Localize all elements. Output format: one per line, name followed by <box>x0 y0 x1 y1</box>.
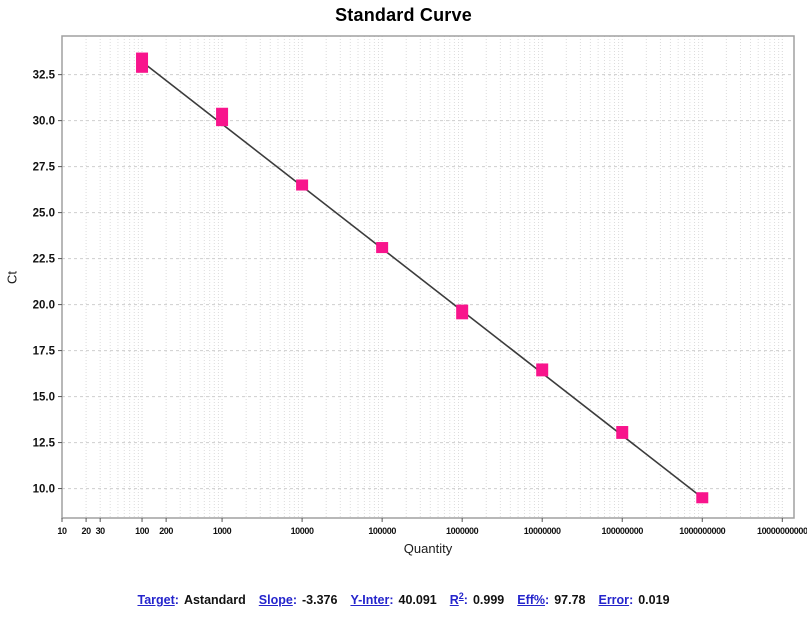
x-tick-label: 1000000 <box>446 526 479 536</box>
x-tick-label: 100 <box>135 526 149 536</box>
x-tick-label: 1000 <box>213 526 232 536</box>
data-point-marker <box>216 107 229 127</box>
y-tick-label: 17.5 <box>33 346 56 358</box>
data-point-marker <box>296 179 309 191</box>
plot-border <box>61 35 795 519</box>
stat-target: Target: Astandard <box>137 593 246 608</box>
y-tick-label: 12.5 <box>33 438 56 450</box>
x-tick-label: 10000000 <box>524 526 561 536</box>
data-point-marker <box>536 363 549 377</box>
data-point-marker <box>456 304 469 320</box>
stat-slope: Slope: -3.376 <box>258 593 338 608</box>
data-point-marker <box>376 242 389 254</box>
stat-y-inter: Y-Inter: 40.091 <box>350 593 437 608</box>
y-axis-label: Ct <box>4 271 20 284</box>
y-tick-label: 22.5 <box>33 254 56 266</box>
y-tick-label: 15.0 <box>33 392 55 404</box>
y-tick-label: 32.5 <box>33 70 56 82</box>
x-tick-label: 100000 <box>368 526 396 536</box>
data-point-marker <box>136 52 149 73</box>
x-tick-label: 10 <box>57 526 67 536</box>
x-tick-label: 20 <box>81 526 91 536</box>
y-tick-label: 10.0 <box>33 484 55 496</box>
y-tick-label: 27.5 <box>33 162 56 174</box>
x-tick-label: 1000000000 <box>679 526 725 536</box>
y-tick-label: 20.0 <box>33 300 55 312</box>
data-point-marker <box>696 492 709 504</box>
x-axis-label: Quantity <box>403 541 453 556</box>
chart-title: Standard Curve <box>335 5 472 25</box>
y-tick-label: 30.0 <box>33 116 55 128</box>
stat-r-squared: R2: 0.999 <box>449 591 505 608</box>
regression-line <box>141 61 703 499</box>
data-point-marker <box>616 426 629 439</box>
standard-curve-plot: 10.0 12.5 15.0 17.5 20.0 22.5 25.0 27.5 30.0 32.5… <box>33 35 807 536</box>
x-tick-label: 10000 <box>291 526 314 536</box>
stat-eff: Eff%: 97.78 <box>517 593 586 608</box>
y-tick-label: 25.0 <box>33 208 55 220</box>
stat-error: Error: 0.019 <box>598 593 670 608</box>
stats-bar: Target: Astandard Slope: -3.376 Y-Inter: 40… <box>0 591 807 607</box>
x-tick-label: 30 <box>96 526 106 536</box>
x-tick-label: 200 <box>159 526 173 536</box>
x-tick-label: 100000000 <box>602 526 644 536</box>
x-tick-label: 10000000000 <box>757 526 807 536</box>
